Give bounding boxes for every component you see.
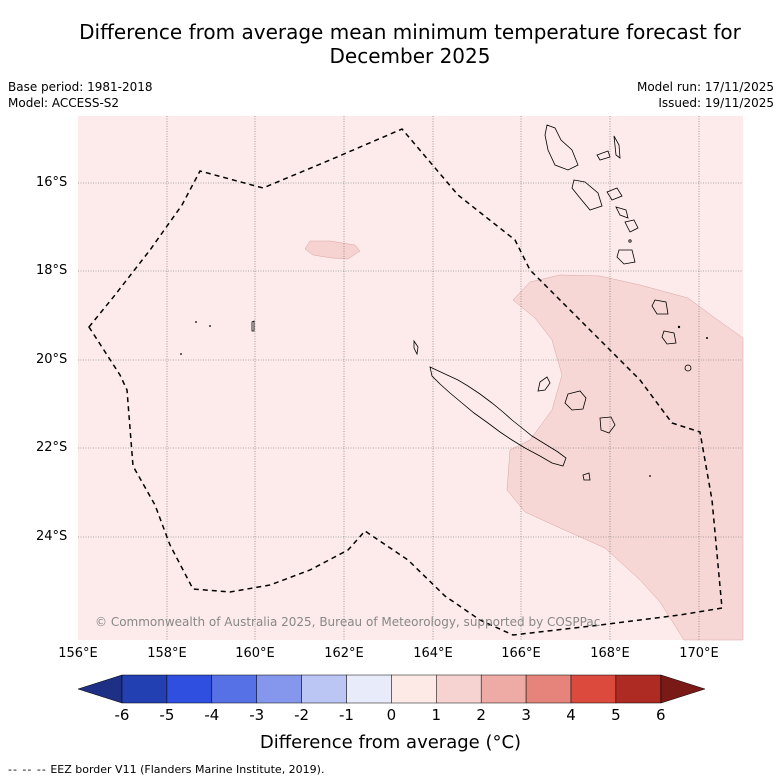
eez-border <box>88 128 723 636</box>
island-loyalty-mare <box>599 416 616 434</box>
reef-dot-6 <box>706 337 708 339</box>
reef-dot-2 <box>209 325 211 327</box>
meta-left: Base period: 1981-2018 Model: ACCESS-S2 <box>8 79 153 111</box>
anomaly-zone-east <box>506 274 744 641</box>
colorbar-tick: 6 <box>656 706 666 724</box>
lon-label: 156°E <box>58 646 98 661</box>
colorbar-tick: -5 <box>159 706 175 724</box>
colorbar-tick: -6 <box>114 706 130 724</box>
colorbar-tick: 4 <box>566 706 576 724</box>
reef-dot-5 <box>677 325 681 329</box>
colorbar-max-arrow <box>660 674 706 704</box>
lat-label: 22°S <box>36 440 68 455</box>
island-shepherds <box>615 206 629 219</box>
island-maewo <box>613 135 621 159</box>
colorbar-segment <box>570 674 617 704</box>
lon-label: 168°E <box>590 646 630 661</box>
legend: -- -- -- EEZ border V11 (Flanders Marine… <box>8 763 324 776</box>
colorbar-segment <box>346 674 392 704</box>
island-loyalty-ouvea <box>537 376 551 392</box>
colorbar-min-arrow <box>77 674 123 704</box>
colorbar-segment <box>615 674 662 704</box>
colorbar <box>77 674 706 704</box>
island-epi <box>606 187 623 201</box>
lat-label: 24°S <box>36 529 68 544</box>
chart-title: Difference from average mean minimum tem… <box>79 20 741 68</box>
island-belep <box>413 339 419 356</box>
colorbar-segment <box>121 674 168 704</box>
graticule <box>78 116 743 640</box>
lat-label: 18°S <box>36 263 68 278</box>
colorbar-tick: 0 <box>386 706 397 724</box>
colorbar-tick: -4 <box>204 706 220 724</box>
island-walpole <box>684 364 692 372</box>
island-efate <box>624 219 639 233</box>
anomaly-zone-small <box>304 240 361 260</box>
island-hunter <box>661 330 677 345</box>
island-ile-des-pins <box>582 472 591 481</box>
reef-dot-1 <box>195 321 197 323</box>
lon-label: 160°E <box>235 646 275 661</box>
island-erromango <box>616 249 636 265</box>
lat-label: 20°S <box>36 352 68 367</box>
eez-legend-text: EEZ border V11 (Flanders Marine Institut… <box>50 763 325 776</box>
model-name: Model: ACCESS-S2 <box>8 96 120 110</box>
issued-date: Issued: 19/11/2025 <box>658 96 774 110</box>
lat-label: 16°S <box>36 175 68 190</box>
island-malekula <box>571 179 603 211</box>
island-tanna <box>628 239 632 243</box>
colorbar-segment <box>166 674 213 704</box>
eez-legend-symbol: -- -- -- <box>8 763 47 776</box>
colorbar-tick: -1 <box>339 706 354 724</box>
colorbar-segment <box>211 674 257 704</box>
copyright-notice: © Commonwealth of Australia 2025, Bureau… <box>95 615 600 629</box>
colorbar-segment <box>301 674 347 704</box>
reef-dot-3 <box>180 353 182 355</box>
model-run: Model run: 17/11/2025 <box>636 80 774 94</box>
colorbar-segment <box>256 674 302 704</box>
colorbar-segment <box>436 674 482 704</box>
colorbar-tick: 2 <box>476 706 486 724</box>
colorbar-segment <box>525 674 572 704</box>
island-loyalty-lifou <box>564 390 587 411</box>
lon-label: 158°E <box>147 646 187 661</box>
colorbar-tick: 1 <box>431 706 442 724</box>
island-espiritu-santo <box>544 124 579 171</box>
island-ambae <box>596 150 611 161</box>
colorbar-tick: 3 <box>521 706 531 724</box>
colorbar-tick: -3 <box>249 706 265 724</box>
colorbar-segment <box>391 674 437 704</box>
lon-label: 170°E <box>679 646 719 661</box>
reef-dot-4 <box>649 475 651 477</box>
lon-label: 164°E <box>413 646 453 661</box>
meta-right: Model run: 17/11/2025 Issued: 19/11/2025 <box>637 79 774 111</box>
colorbar-label: Difference from average (°C) <box>259 732 522 753</box>
island-new-caledonia <box>429 366 567 467</box>
island-matthew <box>651 299 669 315</box>
lon-label: 162°E <box>324 646 364 661</box>
colorbar-tick: 5 <box>611 706 621 724</box>
island-chesterfield <box>251 320 255 332</box>
lon-label: 166°E <box>501 646 541 661</box>
colorbar-tick: -2 <box>294 706 310 724</box>
base-period: Base period: 1981-2018 <box>8 80 153 94</box>
colorbar-segment <box>480 674 527 704</box>
